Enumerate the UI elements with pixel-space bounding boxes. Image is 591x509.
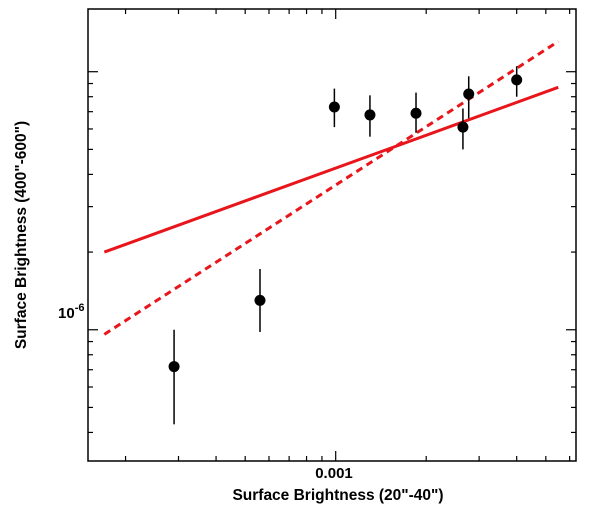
- data-point: [364, 109, 376, 121]
- solid-fit-line: [103, 85, 559, 254]
- data-point: [168, 361, 180, 373]
- x-axis-title: Surface Brightness (20"-40"): [232, 487, 443, 504]
- y-tick-label: 10-6: [58, 302, 84, 322]
- data-point: [254, 294, 266, 306]
- y-tick-label-exponent: -6: [75, 302, 85, 314]
- plot-frame: [87, 8, 577, 462]
- x-tick-label: 0.001: [315, 465, 353, 482]
- data-point: [328, 101, 340, 113]
- data-point: [463, 88, 475, 100]
- data-point: [457, 121, 469, 133]
- fit-lines: [103, 40, 560, 336]
- dashed-fit-line: [103, 40, 560, 336]
- data-points: [168, 74, 523, 373]
- data-point: [410, 107, 422, 119]
- y-tick-label-base: 10: [58, 305, 75, 322]
- minor-ticks: [88, 9, 576, 461]
- data-point: [511, 74, 523, 86]
- y-axis-title: Surface Brightness (400"-600"): [13, 121, 30, 349]
